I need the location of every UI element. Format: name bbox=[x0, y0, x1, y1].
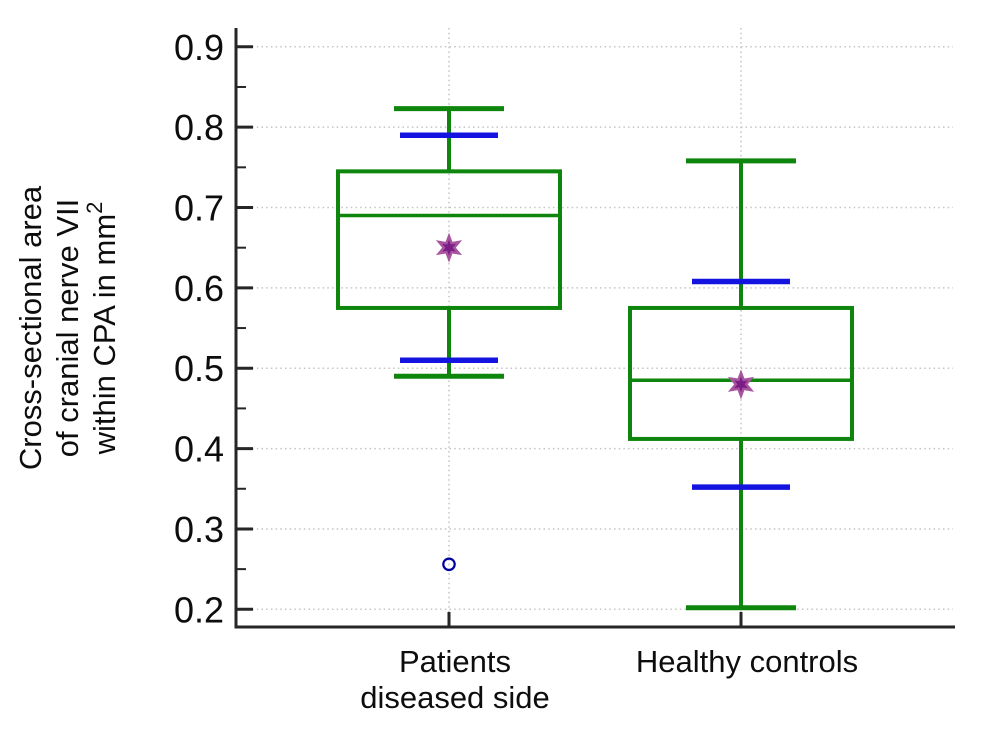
y-tick-label: 0.9 bbox=[174, 27, 224, 68]
outlier-point bbox=[442, 557, 456, 572]
superscript-2: 2 bbox=[82, 202, 107, 214]
y-axis-label-line2: of cranial nerve VII bbox=[50, 199, 85, 457]
mean-star-marker bbox=[435, 232, 463, 263]
y-axis-label-line3: within CPA in mm2 bbox=[82, 202, 122, 456]
y-tick-label: 0.3 bbox=[174, 509, 224, 550]
y-tick-label: 0.6 bbox=[174, 268, 224, 309]
mean-star-marker bbox=[727, 369, 755, 400]
iqr-box bbox=[628, 305, 854, 441]
y-tick-label: 0.4 bbox=[174, 429, 224, 470]
y-tick-label: 0.7 bbox=[174, 188, 224, 229]
boxplot-group-healthy-controls bbox=[628, 158, 854, 611]
x-tick-label: Patients bbox=[399, 644, 511, 679]
y-tick-label: 0.2 bbox=[174, 589, 224, 630]
y-tick-label: 0.5 bbox=[174, 348, 224, 389]
x-tick-label: Healthy controls bbox=[636, 644, 858, 679]
boxplot-group-patients bbox=[336, 106, 562, 572]
y-axis-label: Cross-sectional area of cranial nerve VII… bbox=[13, 185, 122, 470]
y-tick-label: 0.8 bbox=[174, 107, 224, 148]
iqr-box bbox=[336, 169, 562, 310]
x-tick-label: diseased side bbox=[360, 680, 550, 715]
y-axis-label-line1: Cross-sectional area bbox=[13, 185, 48, 470]
